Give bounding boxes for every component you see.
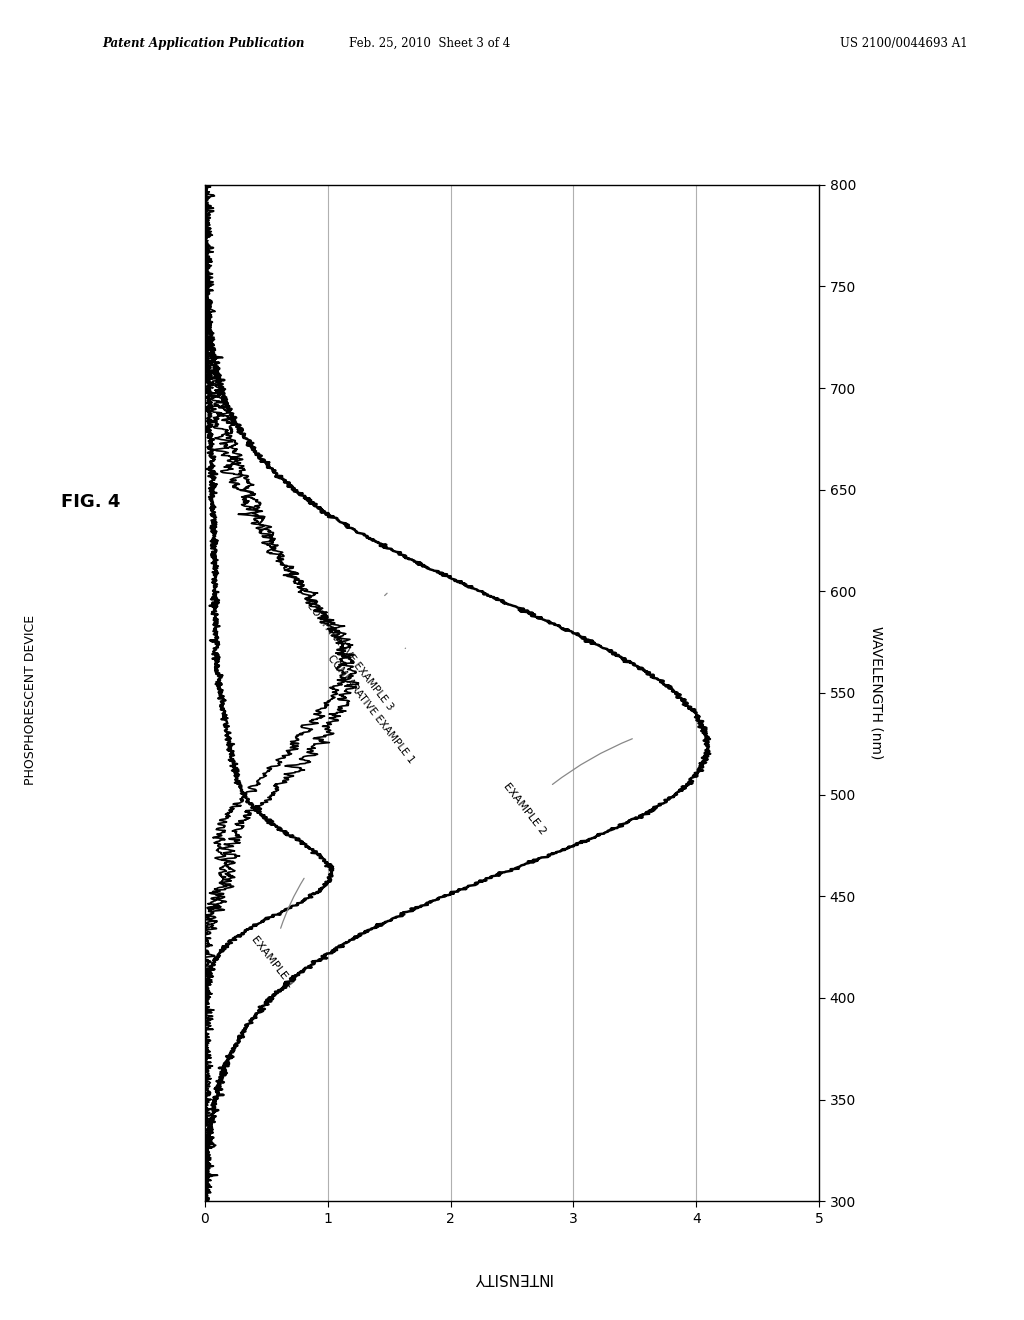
Text: US 2100/0044693 A1: US 2100/0044693 A1 [840, 37, 968, 50]
Text: Patent Application Publication: Patent Application Publication [102, 37, 305, 50]
Text: EXAMPLE 1: EXAMPLE 1 [249, 878, 304, 989]
Text: FIG. 4: FIG. 4 [61, 492, 121, 511]
Text: INTENSITY: INTENSITY [472, 1270, 552, 1286]
Text: PHOSPHORESCENT DEVICE: PHOSPHORESCENT DEVICE [25, 615, 37, 784]
Y-axis label: WAVELENGTH (nm): WAVELENGTH (nm) [869, 626, 884, 760]
Text: Feb. 25, 2010  Sheet 3 of 4: Feb. 25, 2010 Sheet 3 of 4 [349, 37, 511, 50]
Text: COMPARATIVE EXAMPLE 1: COMPARATIVE EXAMPLE 1 [326, 648, 416, 766]
Text: EXAMPLE 2: EXAMPLE 2 [501, 739, 632, 837]
Text: COMPARATIVE EXAMPLE 3: COMPARATIVE EXAMPLE 3 [304, 593, 395, 713]
